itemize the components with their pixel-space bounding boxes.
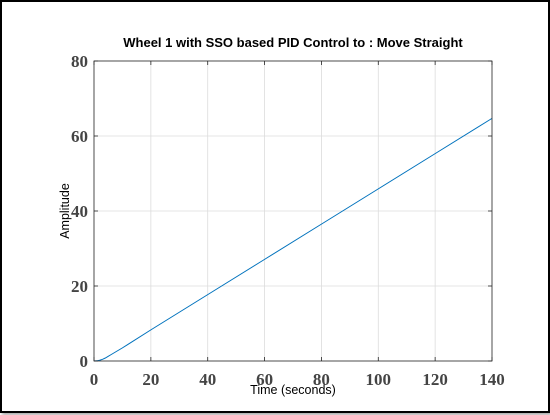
series-group xyxy=(93,117,493,362)
x-tick-label: 80 xyxy=(313,370,330,389)
y-ticks: 0 20 40 60 80 xyxy=(71,52,492,371)
x-axis-label: Time (seconds) xyxy=(250,383,336,397)
y-tick-label: 20 xyxy=(71,277,88,296)
x-ticks: 0 20 40 60 80 100 120 140 xyxy=(90,61,505,389)
y-tick-label: 60 xyxy=(71,127,88,146)
x-tick-label: 120 xyxy=(422,370,448,389)
x-tick-label: 0 xyxy=(90,370,99,389)
y-axis-label: Amplitude xyxy=(58,183,72,239)
y-tick-label: 0 xyxy=(80,352,89,371)
x-tick-label: 140 xyxy=(479,370,505,389)
y-tick-label: 80 xyxy=(71,52,88,71)
chart-title: Wheel 1 with SSO based PID Control to : … xyxy=(123,35,463,50)
x-tick-label: 100 xyxy=(366,370,392,389)
x-tick-label: 40 xyxy=(199,370,216,389)
series-line-1 xyxy=(93,117,493,362)
y-tick-label: 40 xyxy=(71,202,88,221)
x-tick-label: 20 xyxy=(142,370,159,389)
x-tick-label: 60 xyxy=(256,370,273,389)
